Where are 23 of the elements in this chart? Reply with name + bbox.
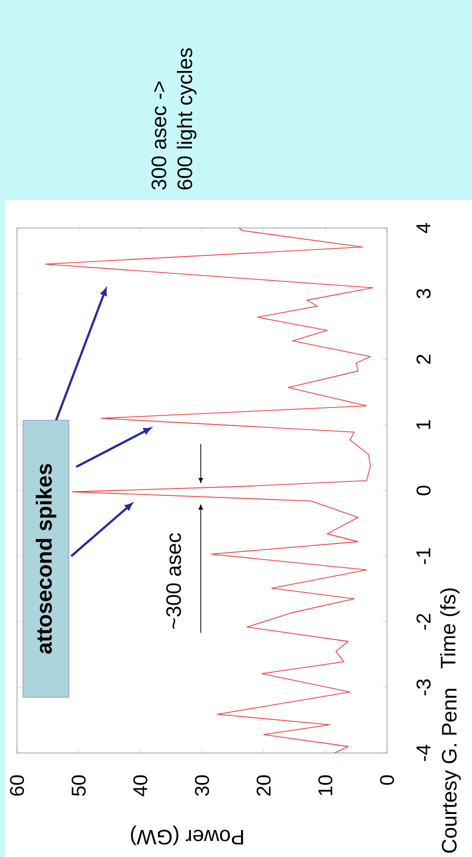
text: 300 asec -> — [152, 82, 166, 190]
y-tick-label: 1 — [416, 420, 430, 429]
x-tick-label: 20 — [256, 775, 271, 796]
x-tick-label: 30 — [194, 775, 210, 796]
annotation: attosecond spikes — [36, 464, 56, 654]
y-tick-label: -2 — [416, 614, 430, 630]
x-tick-label: 10 — [318, 775, 332, 796]
text: 600 light cycles — [176, 48, 196, 190]
y-tick-label: 3 — [416, 288, 431, 298]
text: Courtesy G. Penn — [442, 688, 461, 853]
y-tick-label: -4 — [416, 744, 430, 761]
x-axis-title: Power (GW) — [130, 826, 244, 846]
x-tick-label: 50 — [72, 775, 86, 796]
y-tick-label: -3 — [416, 679, 431, 696]
x-tick-label: 0 — [380, 775, 394, 785]
x-tick-label: 60 — [10, 775, 24, 796]
y-tick-label: 0 — [416, 486, 431, 496]
x-tick-label: 40 — [133, 775, 148, 796]
y-tick-label: 4 — [416, 223, 430, 234]
y-tick-label: 2 — [416, 354, 430, 364]
annotation: ~300 asec — [166, 533, 182, 629]
y-axis-title: Time (fs) — [440, 588, 460, 668]
y-tick-label: -1 — [416, 548, 430, 564]
